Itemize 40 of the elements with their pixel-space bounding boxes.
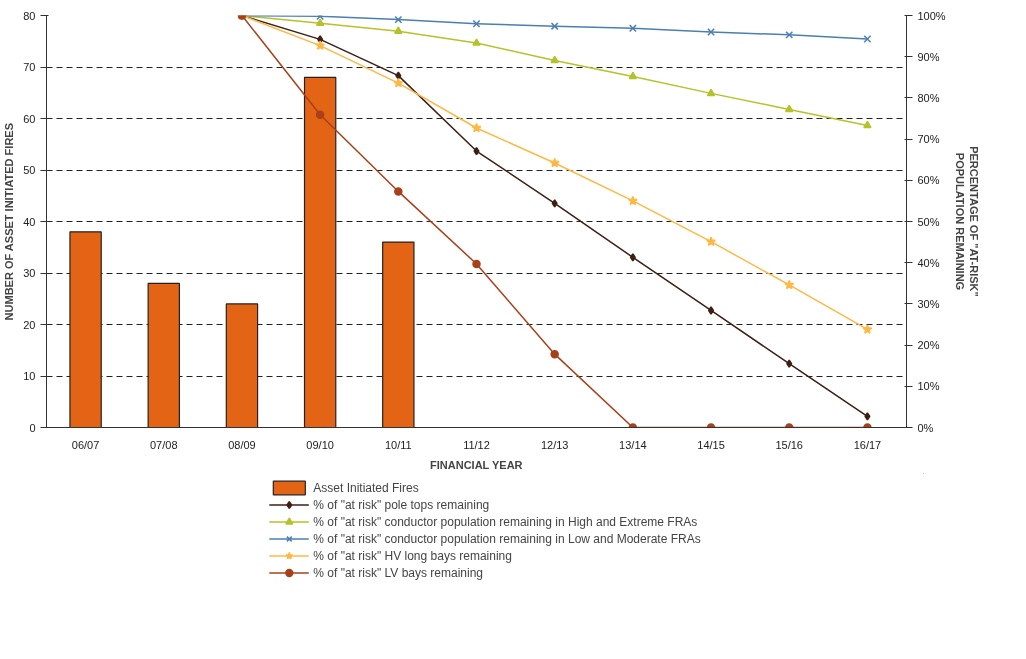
x-tick-label: 13/14 <box>619 438 647 451</box>
y-tick-label: 50 <box>23 164 36 176</box>
y-axis-title: NUMBER OF ASSET INITIATED FIRES <box>3 122 16 321</box>
y2-tick-label: 60% <box>917 174 940 187</box>
y2-tick-label: 50% <box>917 215 940 228</box>
y2-tick-label: 90% <box>917 50 940 63</box>
y-tick-label: 0 <box>29 421 36 434</box>
legend-label: Asset Initiated Fires <box>313 479 419 496</box>
x-tick-label: 11/12 <box>463 438 490 451</box>
y-tick-label: 10 <box>23 370 36 382</box>
y2-tick-label: 0% <box>917 421 934 434</box>
x-tick-label: 14/15 <box>697 438 725 451</box>
y2-axis-title: PERCENTAGE OF "AT-RISK" POPULATION REMAINING <box>953 146 981 297</box>
legend-label: % of "at risk" conductor population remaining in Low and Moderate FRAs <box>313 530 701 547</box>
y2-tick-label: 100% <box>917 9 946 22</box>
legend-label: % of "at risk" conductor population remaining in High and Extreme FRAs <box>313 513 698 530</box>
y2-tick-label: 40% <box>917 256 940 269</box>
legend-label: % of "at risk" HV long bays remaining <box>313 547 512 564</box>
legend-label: % of "at risk" pole tops remaining <box>313 496 490 513</box>
y-tick-label: 20 <box>23 318 36 331</box>
y-tick-label: 60 <box>23 112 36 125</box>
x-tick-label: 08/09 <box>228 438 256 451</box>
x-axis-title: FINANCIAL YEAR <box>430 458 523 471</box>
x-tick-label: 16/17 <box>853 438 882 451</box>
x-tick-label: 10/11 <box>384 438 412 451</box>
y-tick-label: 40 <box>23 215 36 228</box>
legend-label: % of "at risk" LV bays remaining <box>313 564 484 581</box>
y-tick-label: 30 <box>23 267 36 279</box>
y2-tick-label: 70% <box>917 133 940 146</box>
x-tick-label: 07/08 <box>150 438 178 451</box>
y-tick-label: 80 <box>23 9 36 22</box>
x-tick-label: 15/16 <box>775 438 803 451</box>
y2-tick-label: 30% <box>917 297 940 310</box>
x-tick-label: 12/13 <box>540 438 569 451</box>
y-tick-label: 70 <box>23 61 36 73</box>
y2-tick-label: 80% <box>917 91 940 104</box>
x-tick-label: 06/07 <box>71 438 100 451</box>
y2-tick-label: 10% <box>917 380 940 393</box>
y2-tick-label: 20% <box>917 339 940 352</box>
x-tick-label: 09/10 <box>306 438 334 451</box>
